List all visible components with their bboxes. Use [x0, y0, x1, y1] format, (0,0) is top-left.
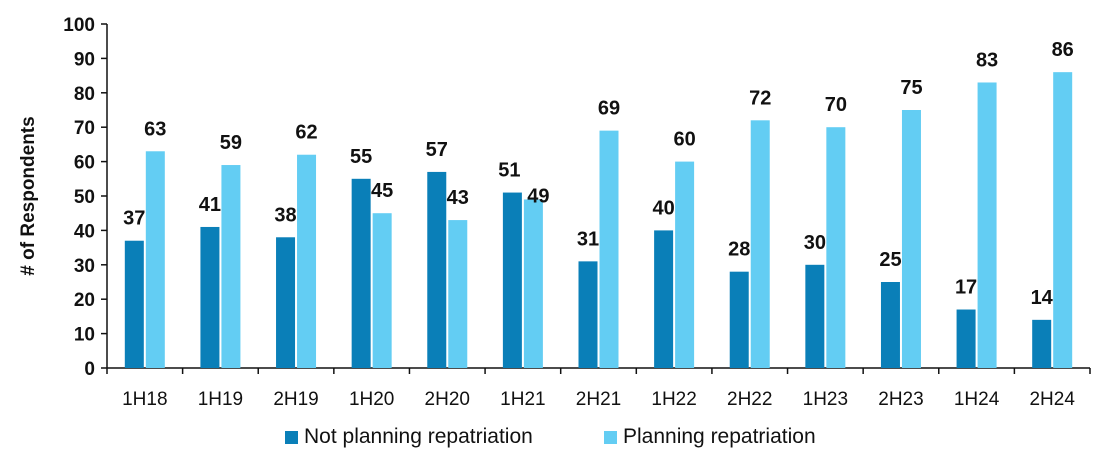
data-label: 72	[749, 87, 771, 109]
data-labels: 37 41 38 55 57 51 31 40 28 30 25 17 14 63 59 62 45 43 49 69…	[123, 39, 1074, 309]
data-label: 60	[673, 129, 695, 151]
bar-not-planning	[729, 271, 749, 368]
data-label: 43	[447, 187, 469, 209]
bar-not-planning	[880, 282, 900, 368]
bar-planning	[826, 127, 846, 368]
bar-not-planning	[200, 226, 220, 368]
y-axis-title-text: # of Respondents	[18, 116, 39, 275]
y-axis-title: # of Respondents	[18, 116, 39, 275]
bar-not-planning	[956, 309, 976, 368]
data-label: 70	[825, 94, 847, 116]
data-label: 31	[577, 228, 599, 250]
x-tick-label: 2H23	[878, 389, 923, 410]
y-tick-label: 20	[74, 290, 95, 311]
data-label: 62	[295, 122, 317, 144]
x-tick-label: 2H22	[727, 389, 772, 410]
y-tick-label: 10	[74, 325, 95, 346]
x-tick-label: 2H20	[425, 389, 470, 410]
bars	[124, 72, 1073, 368]
data-label: 69	[598, 98, 620, 120]
bar-planning	[297, 154, 317, 368]
legend: Not planning repatriation Planning repatr…	[285, 425, 816, 448]
y-tick-label: 50	[74, 187, 95, 208]
data-label: 57	[426, 139, 448, 161]
x-tick-label: 1H23	[803, 389, 848, 410]
data-label: 25	[879, 249, 901, 271]
data-label: 40	[652, 197, 674, 219]
bar-planning	[675, 161, 695, 368]
data-label: 38	[274, 204, 296, 226]
bar-planning	[221, 165, 241, 368]
bar-planning	[1053, 72, 1073, 368]
bar-not-planning	[124, 240, 144, 368]
x-tick-label: 1H18	[122, 389, 167, 410]
data-label: 30	[804, 232, 826, 254]
bar-not-planning	[805, 264, 825, 368]
bar-not-planning	[502, 192, 522, 368]
data-label: 28	[728, 239, 750, 261]
data-label: 75	[900, 77, 922, 99]
x-tick-label: 1H22	[651, 389, 696, 410]
data-label: 63	[144, 118, 166, 140]
y-tick-label: 30	[74, 256, 95, 277]
bar-planning	[977, 82, 997, 368]
data-label: 37	[123, 208, 145, 230]
legend-label: Planning repatriation	[623, 425, 816, 448]
x-tick-label: 1H20	[349, 389, 394, 410]
bar-not-planning	[1032, 319, 1052, 368]
y-tick-label: 100	[63, 15, 95, 36]
data-label: 55	[350, 146, 372, 168]
bar-planning	[599, 130, 619, 368]
data-label: 86	[1052, 39, 1074, 61]
data-label: 14	[1031, 287, 1054, 309]
data-label: 17	[955, 277, 977, 299]
data-label: 83	[976, 49, 998, 71]
x-tick-label: 1H21	[500, 389, 545, 410]
y-tick-label: 40	[74, 221, 95, 242]
y-tick-label: 70	[74, 118, 95, 139]
bar-planning	[448, 220, 468, 368]
data-label: 51	[498, 160, 520, 182]
data-label: 41	[199, 194, 221, 216]
x-tick-label: 1H19	[198, 389, 243, 410]
bar-not-planning	[351, 178, 371, 368]
y-tick-label: 0	[84, 359, 95, 380]
y-tick-label: 80	[74, 84, 95, 105]
data-label: 59	[220, 132, 242, 154]
bar-planning	[523, 199, 543, 368]
bar-planning	[145, 151, 165, 368]
bar-not-planning	[578, 261, 598, 368]
x-tick-label: 2H24	[1029, 389, 1075, 410]
bar-not-planning	[654, 230, 674, 368]
bar-not-planning	[276, 237, 296, 368]
x-tick-label: 2H21	[576, 389, 621, 410]
legend-label: Not planning repatriation	[304, 425, 533, 448]
bar-not-planning	[427, 171, 447, 368]
bar-planning	[750, 120, 770, 368]
x-tick-label: 1H24	[954, 389, 1000, 410]
x-axis: 1H18 1H19 2H19 1H20 2H20 1H21 2H21 1H22 2H22 1H23…	[106, 367, 1091, 410]
data-label: 45	[371, 180, 393, 202]
bar-planning	[372, 213, 392, 368]
y-tick-label: 90	[74, 49, 95, 70]
y-tick-label: 60	[74, 153, 95, 174]
data-label: 49	[527, 186, 549, 208]
y-axis: 0 10 20 30 40 50 60 70 80 90 100	[63, 15, 108, 380]
legend-swatch	[285, 431, 298, 444]
x-tick-label: 2H19	[273, 389, 318, 410]
bar-planning	[901, 110, 921, 368]
legend-swatch	[604, 431, 617, 444]
